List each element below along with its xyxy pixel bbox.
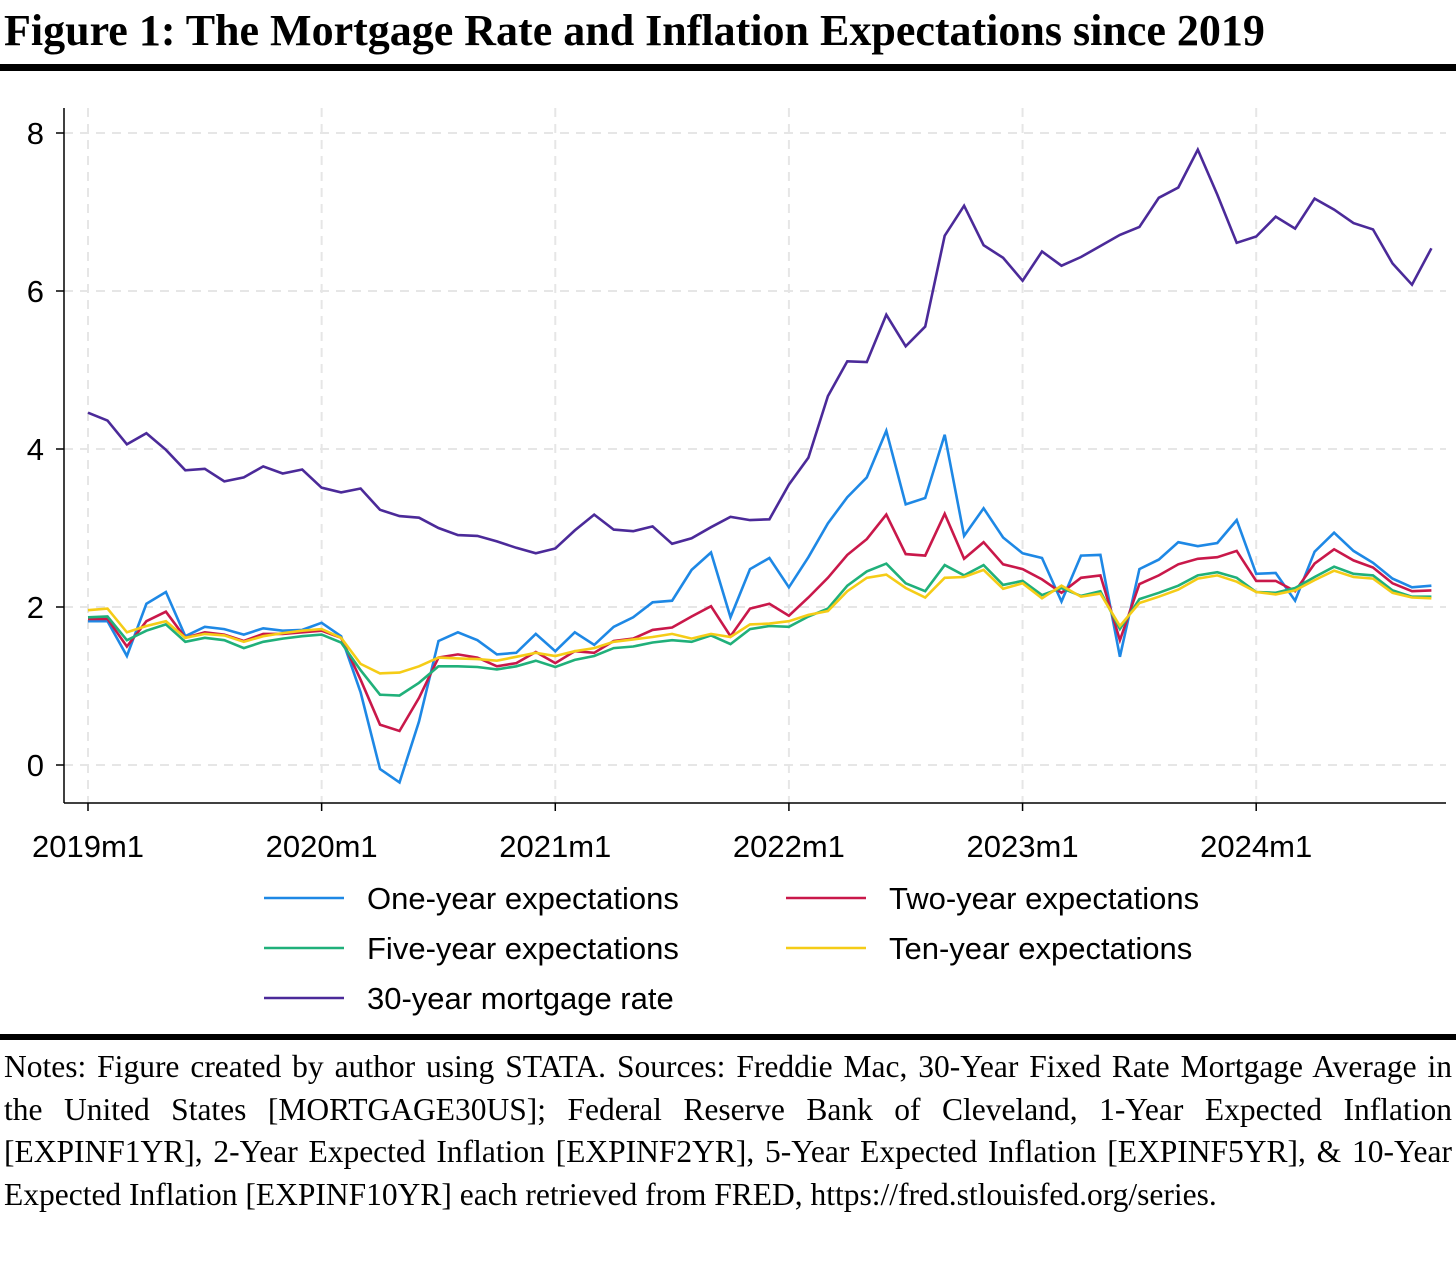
- figure-title: Figure 1: The Mortgage Rate and Inflatio…: [4, 6, 1265, 55]
- y-tick-label: 2: [27, 590, 44, 625]
- series-line-3: [87, 568, 1432, 675]
- y-tick-label: 4: [27, 432, 44, 467]
- axes: 0 2 4 6 8 2019m1 2020m1 2021m1 2022m1 2023m1 2024m…: [27, 108, 1446, 864]
- x-tick-label: 2021m1: [499, 829, 611, 864]
- y-tick-label: 6: [27, 274, 44, 309]
- figure-notes: Notes: Figure created by author using ST…: [4, 1049, 1452, 1212]
- series-lines: [87, 146, 1433, 785]
- legend-label-2: Five-year expectations: [367, 931, 679, 966]
- legend-label-3: Ten-year expectations: [889, 931, 1192, 966]
- x-tick-label: 2019m1: [32, 829, 144, 864]
- y-tick-label: 8: [27, 116, 44, 151]
- legend-label-4: 30-year mortgage rate: [367, 981, 674, 1016]
- x-tick-label: 2022m1: [733, 829, 845, 864]
- legend-label-1: Two-year expectations: [889, 881, 1199, 916]
- y-tick-label: 0: [27, 748, 44, 783]
- series-line-0: [88, 426, 1432, 785]
- legend: One-year expectations Two-year expectatio…: [264, 881, 1199, 1016]
- series-line-1: [88, 510, 1432, 733]
- notes-rule: [0, 1034, 1456, 1040]
- legend-label-0: One-year expectations: [367, 881, 679, 916]
- grid-lines: [64, 108, 1446, 803]
- series-line-2: [87, 562, 1432, 697]
- x-tick-label: 2020m1: [266, 829, 378, 864]
- series-line-4: [87, 146, 1433, 555]
- line-chart: 0 2 4 6 8 2019m1 2020m1 2021m1 2022m1 2023m1 2024m…: [27, 108, 1446, 1016]
- title-rule: [0, 64, 1456, 71]
- x-tick-label: 2023m1: [967, 829, 1079, 864]
- x-tick-label: 2024m1: [1200, 829, 1312, 864]
